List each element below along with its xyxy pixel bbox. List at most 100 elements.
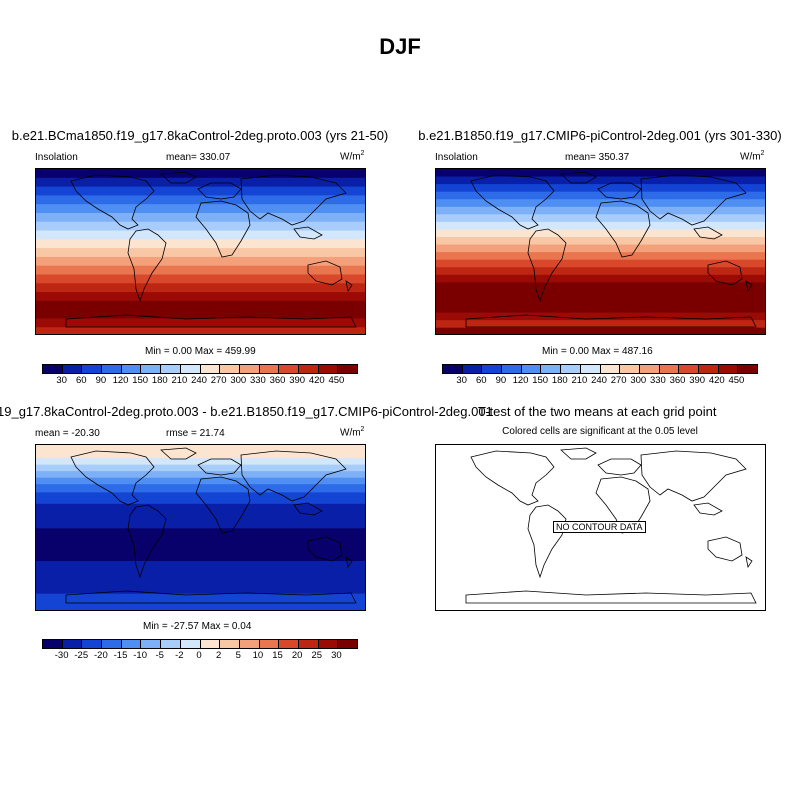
coastline: [160, 447, 197, 460]
colorbar-swatch: [180, 365, 201, 373]
insolation-band: [36, 300, 365, 311]
coastline: [597, 458, 642, 476]
insolation-band: [436, 259, 765, 268]
mean-label-top-left: mean= 330.07: [166, 152, 231, 163]
colorbar-swatch: [318, 640, 339, 648]
colorbar-tick-label: 150: [132, 375, 149, 386]
insolation-band: [436, 312, 765, 321]
panel-subtitle-bottom-right: Colored cells are significant at the 0.0…: [502, 426, 698, 437]
colorbar-swatch: [521, 365, 542, 373]
colorbar-swatch: [698, 365, 719, 373]
minmax-top-left: Min = 0.00 Max = 459.99: [145, 346, 256, 357]
colorbar-swatch: [102, 365, 122, 373]
colorbar-labels-top-right: 30 60 90 120 150 180 210 240 270 300 330 360 390 420 4…: [442, 375, 758, 387]
map-plot-top-left: [35, 168, 366, 335]
insolation-band: [436, 214, 765, 223]
insolation-band: [436, 267, 765, 276]
colorbar-tick-label: 120: [112, 375, 129, 386]
panel-title-top-right: b.e21.B1850.f19_g17.CMIP6-piControl-2deg…: [418, 128, 782, 143]
colorbar-swatch: [482, 365, 503, 373]
colorbar-tick-label: 2: [215, 650, 222, 661]
coastline: [127, 504, 167, 579]
coastline: [195, 476, 251, 534]
colorbar-tick-label: 210: [571, 375, 588, 386]
colorbar-swatch: [121, 640, 142, 648]
colorbar-tick-label: 10: [252, 650, 264, 661]
field-label-top-left: Insolation: [35, 152, 78, 163]
insolation-band: [36, 230, 365, 240]
colorbar-swatch: [718, 365, 739, 373]
coastline: [293, 502, 323, 516]
colorbar-tick-label: 30: [456, 375, 467, 386]
colorbar-swatch: [279, 365, 299, 373]
insolation-band: [36, 239, 365, 249]
coastline: [693, 226, 723, 240]
colorbar-swatch: [541, 365, 562, 373]
colorbar-tick-label: 240: [191, 375, 207, 386]
insolation-band: [436, 244, 765, 253]
colorbar-swatch: [318, 365, 339, 373]
colorbar-tick-label: 60: [75, 375, 87, 386]
figure-title: DJF: [379, 34, 421, 59]
colorbar-swatch: [200, 365, 221, 373]
no-contour-data-label: NO CONTOUR DATA: [553, 521, 646, 533]
colorbar-swatch: [338, 365, 357, 373]
colorbar-swatch: [580, 365, 601, 373]
colorbar-tick-label: 360: [669, 375, 686, 386]
map-canvas-top-left: [36, 169, 365, 334]
insolation-band: [36, 309, 365, 319]
colorbar-swatch: [62, 365, 83, 373]
colorbar-bottom-left: [42, 639, 358, 649]
insolation-band: [36, 318, 365, 328]
colorbar-tick-label: 240: [591, 375, 607, 386]
coastline: [307, 260, 343, 286]
insolation-band: [436, 191, 765, 200]
coastline: [707, 260, 743, 286]
insolation-band: [36, 248, 365, 258]
coastline: [640, 174, 747, 226]
coastline: [127, 228, 167, 303]
colorbar-swatch: [82, 365, 103, 373]
colorbar-swatch: [220, 640, 240, 648]
insolation-band: [436, 305, 765, 314]
insolation-band: [36, 195, 365, 205]
colorbar-swatch: [200, 640, 221, 648]
colorbar-swatch: [502, 365, 522, 373]
insolation-band: [36, 177, 365, 188]
colorbar-swatch: [561, 365, 581, 373]
colorbar-swatch: [443, 365, 463, 373]
colorbar-tick-label: -30: [54, 650, 69, 661]
colorbar-swatch: [141, 640, 162, 648]
insolation-band: [36, 445, 365, 459]
insolation-band: [36, 169, 365, 179]
mean-label-bottom-left: mean = -20.30: [35, 428, 100, 439]
insolation-band: [36, 212, 365, 223]
colorbar-swatch: [239, 365, 260, 373]
colorbar-tick-label: 210: [171, 375, 188, 386]
coastline: [240, 450, 347, 502]
colorbar-swatch: [620, 365, 640, 373]
insolation-band: [36, 274, 365, 284]
units-label-top-left: W/m2: [340, 150, 365, 163]
coastline: [707, 536, 743, 562]
colorbar-swatch: [738, 365, 757, 373]
colorbar-swatch: [462, 365, 483, 373]
coastline: [197, 182, 242, 200]
insolation-band: [436, 282, 765, 291]
colorbar-tick-label: -25: [74, 650, 89, 661]
insolation-band: [436, 206, 765, 215]
insolation-band: [436, 274, 765, 283]
colorbar-swatch: [102, 640, 122, 648]
insolation-band: [36, 221, 365, 232]
coastline: [560, 171, 597, 184]
colorbar-swatch: [220, 365, 240, 373]
insolation-band: [436, 297, 765, 306]
insolation-band: [36, 484, 365, 493]
colorbar-swatch: [180, 640, 201, 648]
colorbar-swatch: [43, 365, 63, 373]
colorbar-tick-label: 300: [230, 375, 247, 386]
coastline: [197, 458, 242, 476]
colorbar-swatch: [298, 365, 319, 373]
insolation-band: [36, 471, 365, 479]
map-plot-bottom-left: [35, 444, 366, 611]
